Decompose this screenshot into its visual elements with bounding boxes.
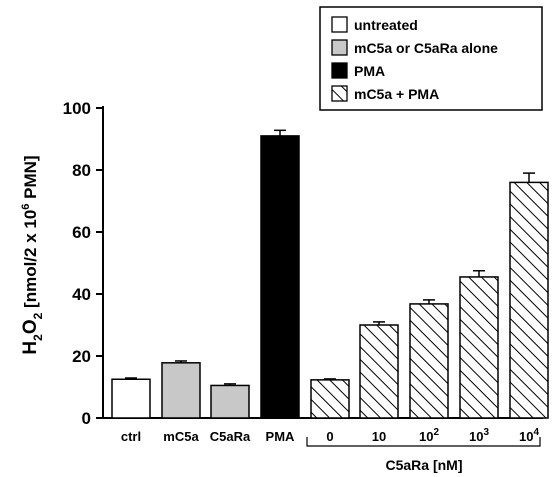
y-label-sub2: 2 [31, 312, 45, 319]
legend-swatch [331, 62, 348, 79]
bar [409, 303, 449, 419]
bar [359, 324, 399, 419]
y-label-h: H [20, 341, 41, 355]
legend-label: PMA [354, 63, 385, 79]
y-label-sub: 2 [31, 334, 45, 341]
x-tick-label: 0 [326, 429, 333, 444]
legend-label: mC5a or C5aRa alone [354, 40, 498, 56]
x-tick-label: 10 [372, 429, 386, 444]
y-label-rest: [nmol/2 x 10 [21, 210, 40, 313]
x-tick-label: 103 [469, 427, 489, 444]
bracket-line [306, 437, 541, 447]
y-tick-label: 80 [72, 161, 91, 180]
y-axis-label: H2O2 [nmol/2 x 106 PMN] [20, 155, 45, 354]
y-label-o: O [20, 319, 41, 334]
legend-swatch [331, 16, 348, 33]
x-tick-label: PMA [266, 429, 296, 444]
legend-swatch [331, 39, 348, 56]
bar [210, 384, 250, 419]
c5ara-bracket: C5aRa [nM] [306, 437, 541, 473]
bar [260, 135, 300, 419]
legend-swatch [331, 85, 348, 102]
y-tick-label: 60 [72, 223, 91, 242]
x-tick-label: 102 [419, 427, 439, 444]
bar [111, 378, 151, 419]
bar [459, 276, 499, 419]
x-tick-label: C5aRa [210, 429, 251, 444]
legend-box [319, 6, 543, 111]
y-tick-label: 0 [82, 409, 91, 428]
legend: untreated mC5a or C5aRa alone PMA mC5a + PM… [319, 6, 543, 111]
bar [310, 379, 350, 419]
y-tick-label: 40 [72, 285, 91, 304]
legend-label: mC5a + PMA [354, 86, 439, 102]
bracket-label: C5aRa [nM] [385, 457, 462, 473]
y-tick-label: 100 [63, 99, 91, 118]
bars [111, 129, 549, 419]
x-tick-label: 104 [519, 427, 539, 444]
bar [509, 181, 549, 419]
x-tick-label: mC5a [163, 429, 199, 444]
bar [161, 362, 201, 419]
legend-label: untreated [354, 17, 418, 33]
x-tick-labels: ctrl mC5a C5aRa PMA 0 10 102 103 104 [121, 427, 540, 444]
y-tick-label: 20 [72, 347, 91, 366]
y-label-sup: 6 [20, 204, 32, 210]
x-tick-label: ctrl [121, 429, 141, 444]
y-label-end: PMN] [21, 155, 40, 203]
